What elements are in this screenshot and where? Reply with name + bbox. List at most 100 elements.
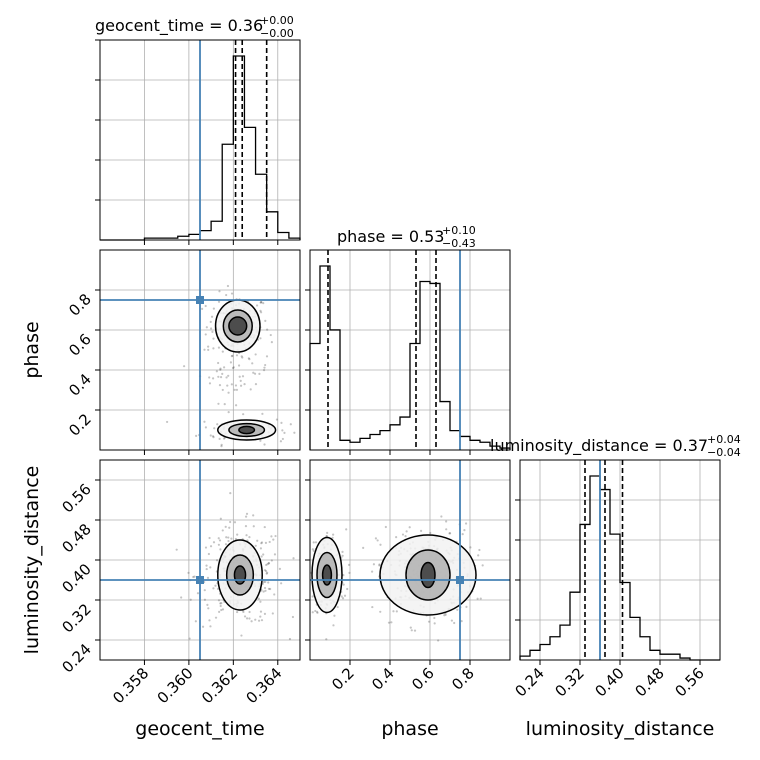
sample-point <box>212 307 215 310</box>
sample-point <box>384 525 387 529</box>
sample-point <box>252 514 255 517</box>
sample-point <box>266 571 269 574</box>
x-tick-label: 0.48 <box>631 664 667 700</box>
sample-point <box>263 443 266 446</box>
sample-point <box>221 372 224 375</box>
sample-point <box>263 525 266 529</box>
sample-point <box>237 364 241 367</box>
sample-point <box>273 553 277 556</box>
sample-point <box>207 345 210 348</box>
sample-point <box>243 615 247 618</box>
sample-point <box>469 546 472 549</box>
sample-point <box>205 567 208 571</box>
scatter-layer <box>100 460 300 660</box>
sample-point <box>481 564 484 567</box>
sample-point <box>208 619 211 622</box>
sample-point <box>262 302 265 305</box>
sample-point <box>206 576 210 579</box>
sample-point <box>395 536 398 539</box>
sample-point <box>437 639 440 642</box>
sample-point <box>275 418 279 421</box>
sample-point <box>265 355 269 358</box>
sample-point <box>259 337 262 340</box>
sample-point <box>316 610 319 613</box>
sample-point <box>225 536 228 539</box>
sample-point <box>203 348 206 351</box>
sample-point <box>230 354 233 358</box>
sample-point <box>210 327 213 330</box>
sample-point <box>264 541 268 545</box>
sample-point <box>259 615 262 618</box>
sample-point <box>427 620 431 623</box>
sample-point <box>236 610 239 614</box>
sample-point <box>192 575 195 579</box>
sample-point <box>332 624 335 627</box>
sample-point <box>241 375 245 378</box>
contour-level <box>228 316 248 336</box>
sample-point <box>203 589 206 592</box>
sample-point <box>305 601 307 603</box>
histogram-step <box>519 475 720 661</box>
sample-point <box>218 539 222 542</box>
sample-point <box>213 427 216 430</box>
sample-point <box>222 437 226 440</box>
sample-point <box>283 431 286 434</box>
sample-point <box>378 564 381 567</box>
sample-point <box>221 350 224 353</box>
sample-point <box>214 616 218 619</box>
sample-point <box>280 421 283 424</box>
sample-point <box>264 589 267 592</box>
sample-point <box>445 528 448 531</box>
x-tick-label: 0.40 <box>591 664 627 700</box>
sample-point <box>254 618 257 621</box>
xlabel-phase: phase <box>381 718 438 740</box>
sample-point <box>201 307 204 310</box>
sample-point <box>215 559 219 562</box>
sample-point <box>193 575 196 578</box>
sample-point <box>211 330 214 333</box>
sample-point <box>214 584 217 587</box>
sample-point <box>221 388 224 392</box>
sample-point <box>379 543 382 546</box>
sample-point <box>267 581 270 584</box>
sample-point <box>241 356 244 359</box>
sample-point <box>307 588 309 590</box>
scatter-layer <box>100 250 300 450</box>
sample-point <box>265 572 268 575</box>
sample-point <box>460 620 463 623</box>
sample-point <box>314 541 318 544</box>
sample-point <box>205 564 208 567</box>
sample-point <box>465 605 468 608</box>
sample-point <box>229 492 232 495</box>
sample-point <box>409 626 412 629</box>
sample-point <box>264 363 267 367</box>
sample-point <box>228 526 231 529</box>
sample-point <box>209 434 212 437</box>
sample-point <box>325 638 328 641</box>
sample-point <box>281 429 284 432</box>
hist-panel-geocent_time <box>95 39 301 241</box>
sample-point <box>341 554 344 557</box>
title-phase-sub: −0.43 <box>442 237 476 250</box>
sample-point <box>264 569 268 573</box>
sample-point <box>332 533 335 536</box>
sample-point <box>219 548 222 551</box>
y-tick-label: 0.2 <box>65 410 95 440</box>
sample-point <box>254 353 257 356</box>
sample-point <box>461 533 464 536</box>
sample-point <box>264 319 267 322</box>
y-tick-label: 0.56 <box>58 480 94 516</box>
sample-point <box>288 637 292 641</box>
sample-point <box>244 515 248 518</box>
sample-point <box>256 539 259 542</box>
sample-point <box>260 541 264 544</box>
sample-point <box>464 522 468 525</box>
sample-point <box>261 412 264 415</box>
sample-point <box>314 609 317 613</box>
sample-point <box>219 604 222 608</box>
sample-point <box>207 348 210 351</box>
sample-point <box>220 602 223 605</box>
y-tick-label: 0.40 <box>58 560 94 596</box>
sample-point <box>221 529 224 532</box>
sample-point <box>243 383 246 386</box>
